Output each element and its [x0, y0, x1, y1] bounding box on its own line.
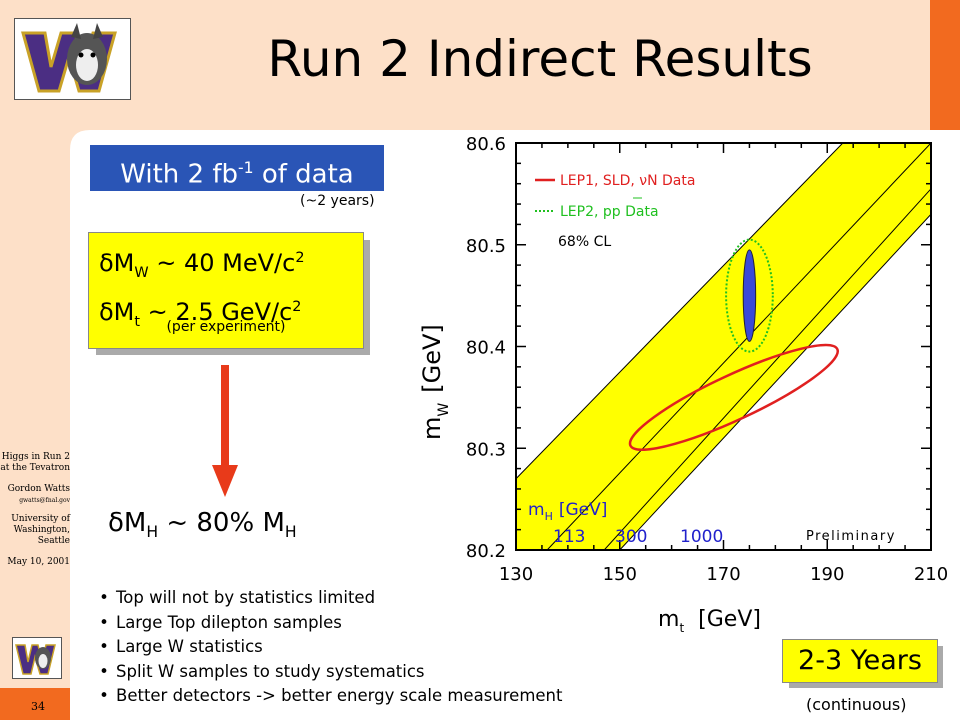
bullet-item: Split W samples to study systematics: [92, 660, 562, 685]
sidebar-date: May 10, 2001: [7, 557, 70, 567]
band-line-1: [603, 188, 931, 550]
per-experiment-note: (per experiment): [166, 319, 286, 335]
plot-area: [516, 143, 931, 550]
bullet-item: Large W statistics: [92, 635, 562, 660]
y-axis-label: mW [GeV]: [418, 324, 452, 440]
x-axis-label-sub: t: [679, 621, 684, 635]
mw-resolution: δMW ~ 40 MeV/c2: [99, 241, 305, 290]
years-box: 2-3 Years: [782, 639, 938, 683]
higgs-mass-300: 300: [615, 527, 647, 547]
data-box-sup: -1: [238, 159, 254, 177]
x-tick-label: 170: [706, 564, 740, 585]
data-box-suffix: of data: [253, 159, 354, 190]
mw-symbol: δM: [99, 249, 135, 277]
y-tick-label: 80.6: [466, 134, 506, 155]
mw-sup: 2: [295, 250, 305, 266]
higgs-mass-113: 113: [553, 527, 585, 547]
y-tick-label: 80.3: [466, 439, 506, 460]
x-tick-label: 210: [914, 564, 948, 585]
years-note: (~2 years): [300, 193, 375, 209]
mh-sub-2: H: [284, 523, 297, 542]
higgs-band-label-sub: H: [545, 510, 553, 523]
preliminary-label: Preliminary: [806, 529, 896, 544]
data-box-prefix: With 2 fb: [120, 159, 239, 190]
mh-sub: H: [146, 523, 159, 542]
bullet-item: Top will not by statistics limited: [92, 586, 562, 611]
mw-vs-mt-chart: 130 150 170 190 210 80.2 80.3 80.4 80.5 80.6 LEP1…: [418, 134, 948, 635]
university-logo: [14, 18, 131, 100]
sidebar-university-1: University of: [11, 514, 70, 524]
higgs-band-label: mH [GeV]: [528, 500, 607, 523]
higgs-mass-resolution: δMH ~ 80% MH: [108, 508, 297, 541]
lep2-contour: [725, 238, 774, 353]
sidebar-email: gwatts@fnal.gov: [19, 497, 70, 504]
sidebar-talk-title-1: Higgs in Run 2: [1, 452, 70, 462]
y-axis-label-unit: [GeV]: [418, 324, 446, 393]
sidebar-talk-title-2: at the Tevatron: [0, 463, 70, 473]
mw-sub: W: [134, 264, 149, 281]
small-university-logo: [12, 637, 62, 679]
higgs-mass-1000: 1000: [680, 527, 723, 547]
legend-entry-lep2: LEP2, pp Data: [560, 204, 659, 220]
x-axis-label: mt [GeV]: [658, 607, 761, 635]
bullet-item: Better detectors -> better energy scale …: [92, 684, 562, 709]
x-axis-label-unit: [GeV]: [698, 607, 761, 632]
mt-sup: 2: [292, 298, 302, 315]
orange-footer-bar: [0, 688, 70, 720]
higgs-mass-band: [516, 143, 931, 550]
y-tick-label: 80.2: [466, 541, 506, 562]
legend-entry-lep1: LEP1, SLD, νN Data: [560, 173, 695, 189]
y-axis-label-m: m: [418, 417, 446, 440]
page-number: 34: [31, 700, 45, 713]
x-tick-label: 130: [499, 564, 533, 585]
resolution-box: δMW ~ 40 MeV/c2 δMt ~ 2.5 GeV/c2 (per ex…: [88, 232, 364, 349]
down-arrow-icon: [212, 365, 238, 497]
continuous-note: (continuous): [806, 695, 907, 714]
x-axis-label-m: m: [658, 607, 679, 632]
higgs-band-label-m: m: [528, 500, 545, 520]
bullet-list: Top will not by statistics limited Large…: [92, 586, 562, 709]
y-tick-label: 80.4: [466, 338, 506, 359]
slide-title: Run 2 Indirect Results: [267, 30, 813, 88]
sidebar-info: Higgs in Run 2 at the Tevatron Gordon Wa…: [0, 452, 70, 568]
mw-value: ~ 40 MeV/c: [148, 249, 296, 277]
mt-symbol: δM: [99, 297, 135, 326]
run2-projection-ellipse: [742, 249, 757, 342]
mt-resolution: δMt ~ 2.5 GeV/c2: [99, 290, 305, 339]
higgs-band-label-unit: [GeV]: [559, 500, 608, 520]
mh-mid: ~ 80% M: [158, 508, 285, 538]
mt-value: ~ 2.5 GeV/c: [140, 297, 293, 326]
mh-symbol: δM: [108, 508, 147, 538]
sidebar-author: Gordon Watts: [7, 484, 70, 494]
y-axis-label-sub: W: [436, 403, 452, 417]
bullet-item: Large Top dilepton samples: [92, 611, 562, 636]
lep1-contour: [628, 343, 839, 451]
x-tick-label: 150: [603, 564, 637, 585]
sidebar-university-3: Seattle: [37, 536, 70, 546]
mt-sub: t: [134, 313, 141, 330]
data-luminosity-box: With 2 fb-1 of data: [90, 145, 384, 191]
orange-header-bar: [930, 0, 960, 130]
sidebar-university-2: Washington,: [13, 525, 70, 535]
cl-label: 68% CL: [558, 234, 611, 250]
x-tick-label: 190: [810, 564, 844, 585]
y-tick-label: 80.5: [466, 236, 506, 257]
